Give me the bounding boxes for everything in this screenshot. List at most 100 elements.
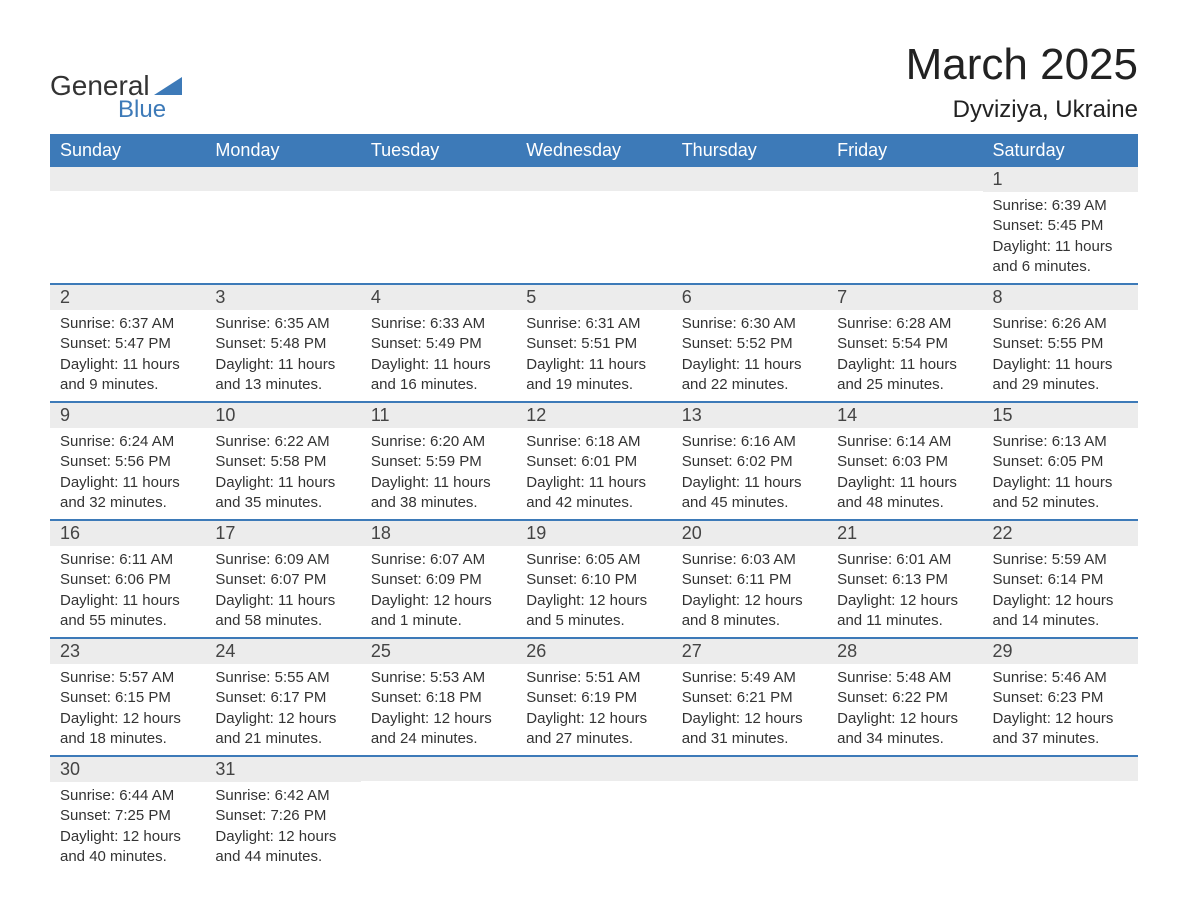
daylight-text: Daylight: 12 hours and 44 minutes. <box>215 827 350 868</box>
calendar-cell: 23Sunrise: 5:57 AMSunset: 6:15 PMDayligh… <box>50 638 205 756</box>
daylight-text: Daylight: 11 hours and 55 minutes. <box>60 591 195 632</box>
daylight-text: Daylight: 11 hours and 42 minutes. <box>526 473 661 514</box>
day-body: Sunrise: 5:55 AMSunset: 6:17 PMDaylight:… <box>205 664 360 755</box>
day-body: Sunrise: 6:31 AMSunset: 5:51 PMDaylight:… <box>516 310 671 401</box>
calendar-cell <box>516 167 671 284</box>
logo-text-blue: Blue <box>118 96 166 124</box>
sunrise-text: Sunrise: 6:44 AM <box>60 786 195 806</box>
sunset-text: Sunset: 7:26 PM <box>215 806 350 826</box>
day-number: 18 <box>361 521 516 546</box>
day-number: 16 <box>50 521 205 546</box>
day-body: Sunrise: 6:39 AMSunset: 5:45 PMDaylight:… <box>983 192 1138 283</box>
day-body <box>361 191 516 269</box>
sunrise-text: Sunrise: 6:37 AM <box>60 314 195 334</box>
daylight-text: Daylight: 11 hours and 19 minutes. <box>526 355 661 396</box>
sunset-text: Sunset: 6:07 PM <box>215 570 350 590</box>
day-number: 2 <box>50 285 205 310</box>
day-body: Sunrise: 5:53 AMSunset: 6:18 PMDaylight:… <box>361 664 516 755</box>
day-body: Sunrise: 6:42 AMSunset: 7:26 PMDaylight:… <box>205 782 360 873</box>
calendar-table: Sunday Monday Tuesday Wednesday Thursday… <box>50 134 1138 873</box>
sunset-text: Sunset: 5:51 PM <box>526 334 661 354</box>
day-body: Sunrise: 6:37 AMSunset: 5:47 PMDaylight:… <box>50 310 205 401</box>
sunrise-text: Sunrise: 5:49 AM <box>682 668 817 688</box>
day-number: 23 <box>50 639 205 664</box>
sunset-text: Sunset: 6:03 PM <box>837 452 972 472</box>
day-header: Saturday <box>983 134 1138 167</box>
sunset-text: Sunset: 5:58 PM <box>215 452 350 472</box>
day-header: Sunday <box>50 134 205 167</box>
sunrise-text: Sunrise: 6:07 AM <box>371 550 506 570</box>
sunrise-text: Sunrise: 6:26 AM <box>993 314 1128 334</box>
day-number: 1 <box>983 167 1138 192</box>
day-number: 6 <box>672 285 827 310</box>
sunset-text: Sunset: 5:55 PM <box>993 334 1128 354</box>
calendar-cell: 3Sunrise: 6:35 AMSunset: 5:48 PMDaylight… <box>205 284 360 402</box>
day-number: 26 <box>516 639 671 664</box>
day-number: 14 <box>827 403 982 428</box>
sunset-text: Sunset: 5:59 PM <box>371 452 506 472</box>
daylight-text: Daylight: 11 hours and 6 minutes. <box>993 237 1128 278</box>
day-body <box>361 781 516 859</box>
calendar-cell: 27Sunrise: 5:49 AMSunset: 6:21 PMDayligh… <box>672 638 827 756</box>
daylight-text: Daylight: 12 hours and 5 minutes. <box>526 591 661 632</box>
daylight-text: Daylight: 12 hours and 37 minutes. <box>993 709 1128 750</box>
day-body: Sunrise: 6:35 AMSunset: 5:48 PMDaylight:… <box>205 310 360 401</box>
calendar-cell: 31Sunrise: 6:42 AMSunset: 7:26 PMDayligh… <box>205 756 360 873</box>
day-body: Sunrise: 5:46 AMSunset: 6:23 PMDaylight:… <box>983 664 1138 755</box>
daylight-text: Daylight: 12 hours and 34 minutes. <box>837 709 972 750</box>
sunrise-text: Sunrise: 6:18 AM <box>526 432 661 452</box>
calendar-cell: 14Sunrise: 6:14 AMSunset: 6:03 PMDayligh… <box>827 402 982 520</box>
calendar-cell: 6Sunrise: 6:30 AMSunset: 5:52 PMDaylight… <box>672 284 827 402</box>
daylight-text: Daylight: 11 hours and 48 minutes. <box>837 473 972 514</box>
calendar-cell: 2Sunrise: 6:37 AMSunset: 5:47 PMDaylight… <box>50 284 205 402</box>
daylight-text: Daylight: 12 hours and 24 minutes. <box>371 709 506 750</box>
day-body: Sunrise: 6:14 AMSunset: 6:03 PMDaylight:… <box>827 428 982 519</box>
calendar-week-row: 1Sunrise: 6:39 AMSunset: 5:45 PMDaylight… <box>50 167 1138 284</box>
calendar-cell: 21Sunrise: 6:01 AMSunset: 6:13 PMDayligh… <box>827 520 982 638</box>
sunset-text: Sunset: 5:56 PM <box>60 452 195 472</box>
day-body: Sunrise: 6:07 AMSunset: 6:09 PMDaylight:… <box>361 546 516 637</box>
calendar-cell: 9Sunrise: 6:24 AMSunset: 5:56 PMDaylight… <box>50 402 205 520</box>
day-body: Sunrise: 6:24 AMSunset: 5:56 PMDaylight:… <box>50 428 205 519</box>
calendar-cell: 26Sunrise: 5:51 AMSunset: 6:19 PMDayligh… <box>516 638 671 756</box>
sunrise-text: Sunrise: 6:03 AM <box>682 550 817 570</box>
calendar-cell: 30Sunrise: 6:44 AMSunset: 7:25 PMDayligh… <box>50 756 205 873</box>
sunset-text: Sunset: 6:18 PM <box>371 688 506 708</box>
sunset-text: Sunset: 6:09 PM <box>371 570 506 590</box>
sunset-text: Sunset: 5:49 PM <box>371 334 506 354</box>
sunrise-text: Sunrise: 6:11 AM <box>60 550 195 570</box>
calendar-cell <box>672 167 827 284</box>
sunrise-text: Sunrise: 6:35 AM <box>215 314 350 334</box>
sunset-text: Sunset: 5:54 PM <box>837 334 972 354</box>
day-header: Tuesday <box>361 134 516 167</box>
sunset-text: Sunset: 6:05 PM <box>993 452 1128 472</box>
daylight-text: Daylight: 11 hours and 32 minutes. <box>60 473 195 514</box>
day-number: 21 <box>827 521 982 546</box>
calendar-cell <box>50 167 205 284</box>
day-body: Sunrise: 5:48 AMSunset: 6:22 PMDaylight:… <box>827 664 982 755</box>
calendar-cell: 19Sunrise: 6:05 AMSunset: 6:10 PMDayligh… <box>516 520 671 638</box>
day-body: Sunrise: 6:09 AMSunset: 6:07 PMDaylight:… <box>205 546 360 637</box>
day-body: Sunrise: 6:26 AMSunset: 5:55 PMDaylight:… <box>983 310 1138 401</box>
sunset-text: Sunset: 6:23 PM <box>993 688 1128 708</box>
daylight-text: Daylight: 11 hours and 58 minutes. <box>215 591 350 632</box>
day-body: Sunrise: 6:18 AMSunset: 6:01 PMDaylight:… <box>516 428 671 519</box>
day-number: 22 <box>983 521 1138 546</box>
calendar-cell: 8Sunrise: 6:26 AMSunset: 5:55 PMDaylight… <box>983 284 1138 402</box>
day-number: 25 <box>361 639 516 664</box>
calendar-cell: 13Sunrise: 6:16 AMSunset: 6:02 PMDayligh… <box>672 402 827 520</box>
day-body <box>672 781 827 859</box>
day-number: 29 <box>983 639 1138 664</box>
day-body: Sunrise: 6:03 AMSunset: 6:11 PMDaylight:… <box>672 546 827 637</box>
daylight-text: Daylight: 11 hours and 9 minutes. <box>60 355 195 396</box>
day-body: Sunrise: 6:13 AMSunset: 6:05 PMDaylight:… <box>983 428 1138 519</box>
calendar-cell: 18Sunrise: 6:07 AMSunset: 6:09 PMDayligh… <box>361 520 516 638</box>
sunrise-text: Sunrise: 6:20 AM <box>371 432 506 452</box>
day-body: Sunrise: 6:05 AMSunset: 6:10 PMDaylight:… <box>516 546 671 637</box>
calendar-cell: 24Sunrise: 5:55 AMSunset: 6:17 PMDayligh… <box>205 638 360 756</box>
daylight-text: Daylight: 12 hours and 1 minute. <box>371 591 506 632</box>
day-number: 10 <box>205 403 360 428</box>
day-number <box>827 757 982 781</box>
daylight-text: Daylight: 11 hours and 52 minutes. <box>993 473 1128 514</box>
daylight-text: Daylight: 11 hours and 25 minutes. <box>837 355 972 396</box>
